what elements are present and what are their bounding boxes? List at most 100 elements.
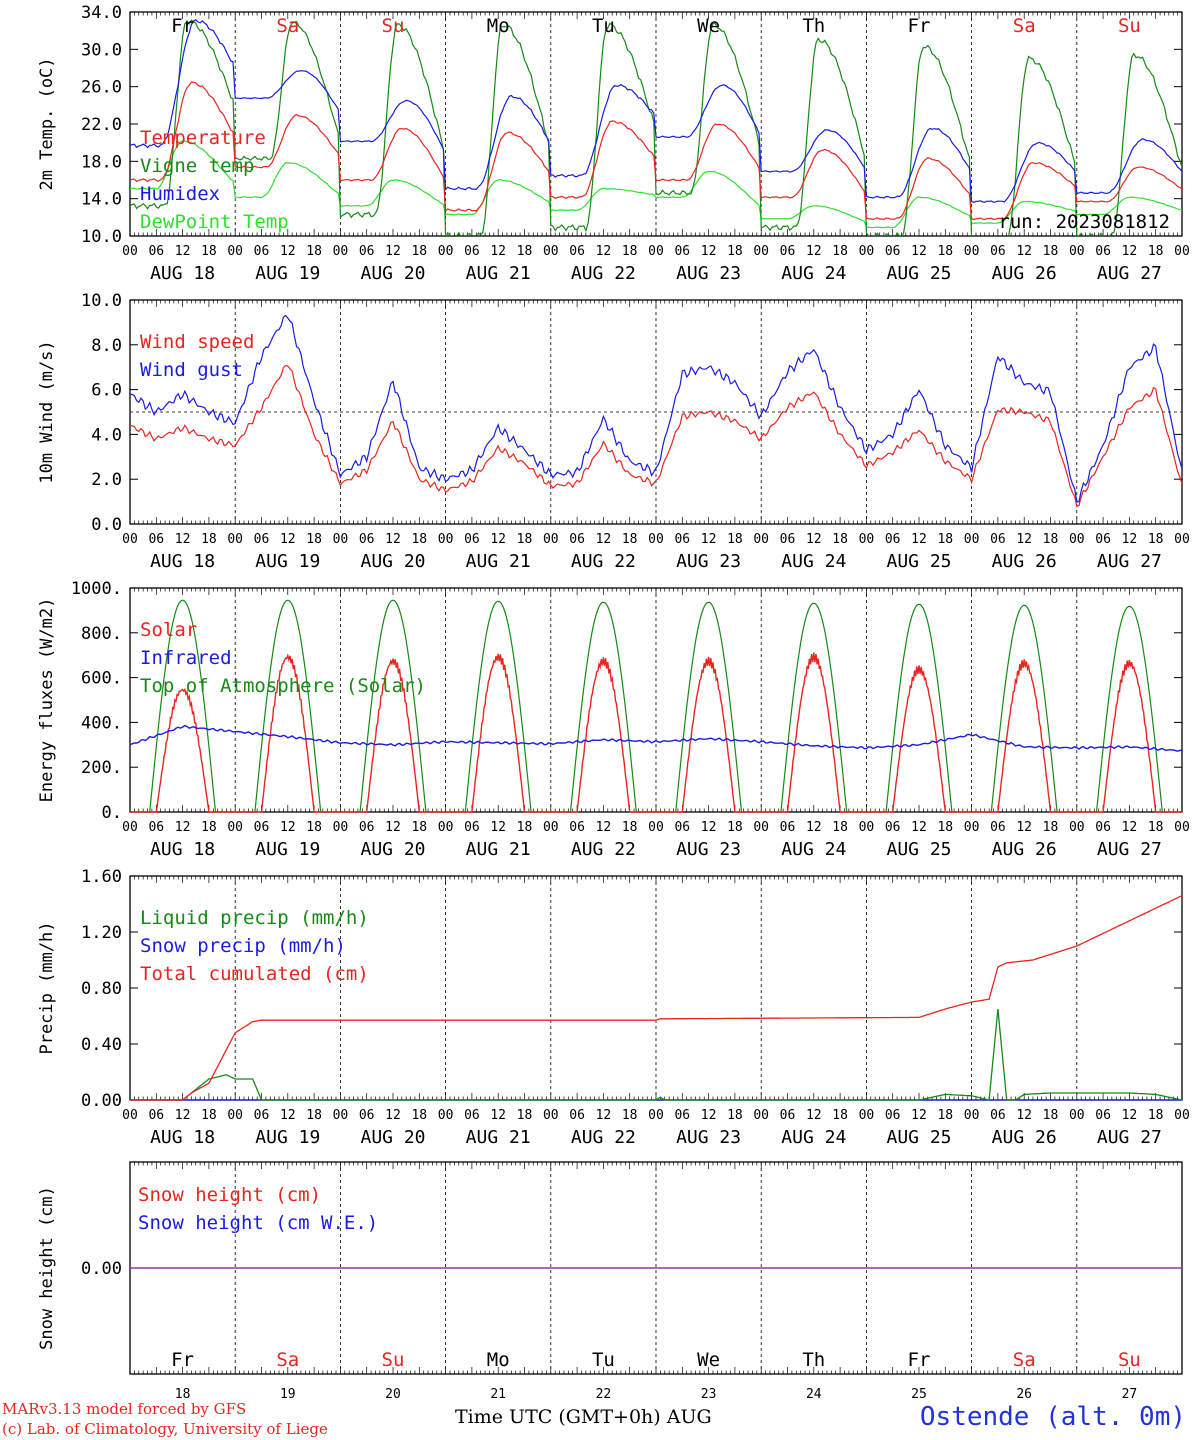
date-label: AUG 24 bbox=[781, 839, 846, 860]
hour-label: 18 bbox=[1043, 244, 1059, 259]
hour-label: 06 bbox=[674, 1108, 690, 1123]
credit-lab: (c) Lab. of Climatology, University of L… bbox=[2, 1420, 328, 1438]
hour-label: 00 bbox=[859, 532, 875, 547]
hour-label: 12 bbox=[911, 820, 927, 835]
hour-label: 12 bbox=[806, 244, 822, 259]
hour-label: 12 bbox=[596, 820, 612, 835]
hour-label: 18 bbox=[937, 1108, 953, 1123]
hour-label: 18 bbox=[832, 532, 848, 547]
hour-label: 18 bbox=[937, 532, 953, 547]
hour-label: 12 bbox=[1016, 532, 1032, 547]
hour-label: 18 bbox=[517, 244, 533, 259]
date-label: AUG 27 bbox=[1097, 839, 1162, 860]
y-axis-label: Energy fluxes (W/m2) bbox=[37, 598, 57, 803]
hour-label: 18 bbox=[411, 244, 427, 259]
y-axis-label: 2m Temp. (oC) bbox=[37, 57, 57, 190]
y-tick-label: 0.80 bbox=[81, 979, 122, 999]
series-dewpoint-temp bbox=[130, 140, 1182, 229]
y-tick-label: 0.00 bbox=[81, 1091, 122, 1111]
hour-label: 18 bbox=[411, 820, 427, 835]
hour-label: 00 bbox=[859, 820, 875, 835]
legend-wind-speed: Wind speed bbox=[140, 331, 254, 353]
hour-label: 00 bbox=[438, 532, 454, 547]
hour-label: 18 bbox=[306, 532, 322, 547]
date-label: AUG 24 bbox=[781, 263, 846, 284]
day-name: Th bbox=[802, 1349, 825, 1371]
date-label: AUG 20 bbox=[360, 839, 425, 860]
hour-label: 06 bbox=[359, 820, 375, 835]
hour-label: 18 bbox=[411, 532, 427, 547]
date-label: AUG 19 bbox=[255, 263, 320, 284]
legend-wind-gust: Wind gust bbox=[140, 359, 243, 381]
date-label: AUG 20 bbox=[360, 1127, 425, 1148]
y-tick-label: 6.0 bbox=[91, 381, 122, 401]
date-label: AUG 22 bbox=[571, 839, 636, 860]
date-label: AUG 25 bbox=[886, 551, 951, 572]
panel-2: 0.0 2.0 4.0 6.0 8.0 10.0 10m Wind (m/s) 00 06 12 1… bbox=[37, 291, 1190, 572]
legend-dewpoint-temp: DewPoint Temp bbox=[140, 211, 289, 233]
date-label: AUG 27 bbox=[1097, 551, 1162, 572]
hour-label: 06 bbox=[569, 820, 585, 835]
hour-label: 06 bbox=[569, 1108, 585, 1123]
hour-label: 12 bbox=[911, 532, 927, 547]
hour-label: 12 bbox=[280, 244, 296, 259]
hour-label: 18 bbox=[622, 244, 638, 259]
day-number: 20 bbox=[385, 1387, 401, 1402]
date-label: AUG 22 bbox=[571, 1127, 636, 1148]
date-label: AUG 22 bbox=[571, 551, 636, 572]
day-number: 27 bbox=[1122, 1387, 1138, 1402]
hour-label: 00 bbox=[543, 532, 559, 547]
y-tick-label: 0. bbox=[102, 803, 122, 823]
hour-label: 00 bbox=[1174, 1108, 1190, 1123]
date-label: AUG 23 bbox=[676, 839, 741, 860]
hour-label: 12 bbox=[175, 244, 191, 259]
day-name: Tu bbox=[592, 15, 615, 37]
y-tick-label: 22.0 bbox=[81, 115, 122, 135]
date-label: AUG 18 bbox=[150, 551, 215, 572]
day-number: 26 bbox=[1016, 1387, 1032, 1402]
hour-label: 00 bbox=[964, 1108, 980, 1123]
hour-label: 06 bbox=[254, 820, 270, 835]
hour-label: 18 bbox=[201, 1108, 217, 1123]
hour-label: 12 bbox=[701, 532, 717, 547]
hour-label: 00 bbox=[964, 532, 980, 547]
hour-label: 18 bbox=[1043, 1108, 1059, 1123]
hour-label: 18 bbox=[517, 1108, 533, 1123]
legend-vigne-temp: Vigne temp bbox=[140, 155, 254, 177]
hour-label: 00 bbox=[1069, 820, 1085, 835]
hour-label: 06 bbox=[1095, 244, 1111, 259]
temperature-series bbox=[130, 19, 1182, 236]
run-annotation: run: 2023081812 bbox=[998, 211, 1170, 233]
date-label: AUG 27 bbox=[1097, 1127, 1162, 1148]
hour-label: 06 bbox=[674, 532, 690, 547]
date-label: AUG 19 bbox=[255, 1127, 320, 1148]
day-name: Tu bbox=[592, 1349, 615, 1371]
y-tick-label: 400. bbox=[81, 713, 122, 733]
hour-label: 00 bbox=[859, 244, 875, 259]
hour-label: 06 bbox=[674, 244, 690, 259]
series-vigne-temp bbox=[130, 19, 1182, 236]
date-label: AUG 22 bbox=[571, 263, 636, 284]
hour-label: 06 bbox=[674, 820, 690, 835]
hour-label: 06 bbox=[148, 820, 164, 835]
legend-temperature: Temperature bbox=[140, 127, 266, 149]
legend-infrared: Infrared bbox=[140, 647, 232, 669]
date-label: AUG 25 bbox=[886, 839, 951, 860]
hour-label: 12 bbox=[1122, 1108, 1138, 1123]
hour-label: 12 bbox=[1122, 820, 1138, 835]
hour-label: 00 bbox=[438, 1108, 454, 1123]
day-name: Th bbox=[802, 15, 825, 37]
day-name: Fr bbox=[171, 15, 194, 37]
hour-label: 18 bbox=[306, 1108, 322, 1123]
y-tick-label: 0.0 bbox=[91, 515, 122, 535]
hour-label: 00 bbox=[543, 1108, 559, 1123]
panel-frame bbox=[129, 11, 1183, 237]
hour-label: 12 bbox=[701, 244, 717, 259]
hour-label: 00 bbox=[227, 532, 243, 547]
hour-label: 00 bbox=[1174, 820, 1190, 835]
hour-label: 12 bbox=[490, 820, 506, 835]
hour-label: 18 bbox=[1043, 820, 1059, 835]
date-label: AUG 20 bbox=[360, 263, 425, 284]
hour-label: 06 bbox=[254, 532, 270, 547]
hour-label: 18 bbox=[832, 1108, 848, 1123]
